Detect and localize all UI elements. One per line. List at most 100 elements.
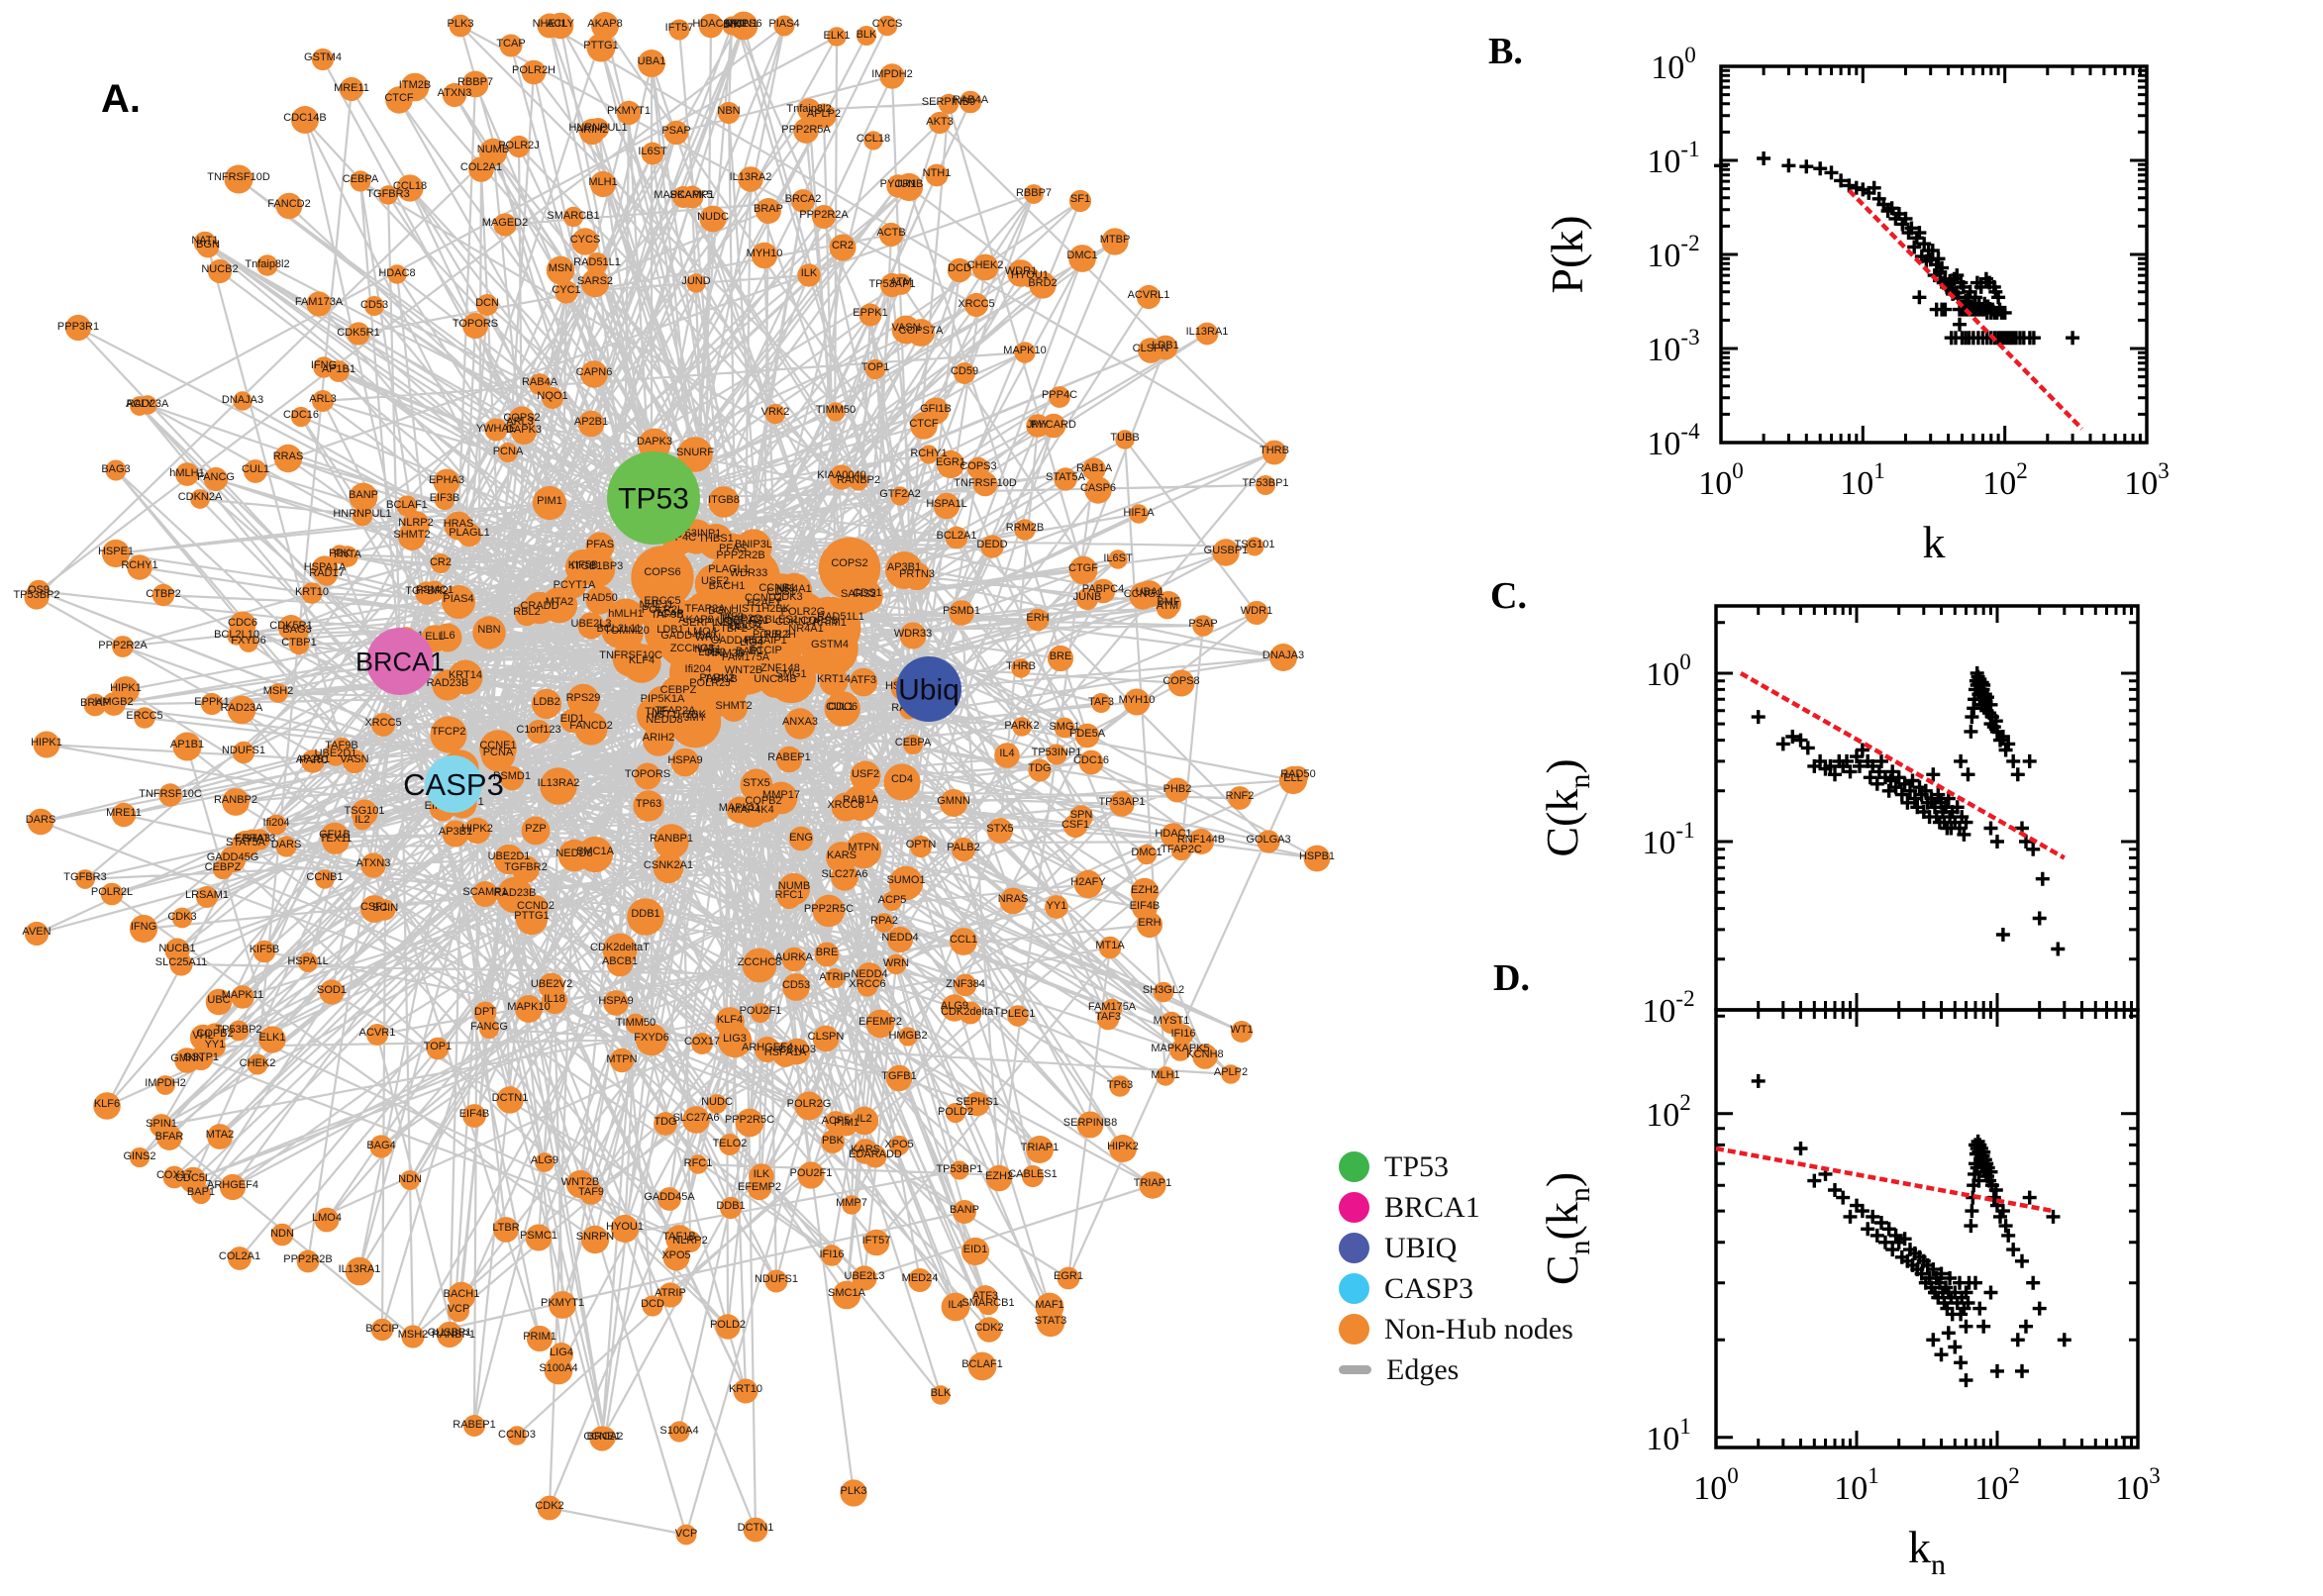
network-node-label: CDK2deltaT [590,942,650,953]
network-node-label: BAG3 [282,624,311,636]
network-node-label: WDR33 [730,567,768,579]
network-node-label: MAGED2 [482,217,528,229]
network-node-label: S100A4 [659,1425,698,1437]
network-node-label: TAF9 [718,611,744,623]
network-node [322,827,350,854]
network-node-label: PPP4C [1042,389,1077,401]
network-node [224,164,253,194]
network-node [152,583,175,607]
network-node-label: BCLAF1 [961,1358,1003,1370]
network-node-label: HIST1H2BK [731,603,791,615]
network-node [328,360,350,382]
network-node [449,14,472,38]
network-node [843,785,878,821]
panel-c-letter: C. [1490,575,1527,617]
network-node-label: TCAP [496,38,525,50]
network-node-label: CR2 [430,556,452,568]
network-node-label: MLH1 [1151,1069,1179,1081]
network-node [207,258,233,284]
network-node [493,213,517,237]
network-node-label: Ifi204 [685,663,712,675]
network-node-label: GSTM4 [811,639,849,650]
y-axis-label: Cn(kn) [1537,1172,1596,1285]
network-node [268,683,288,703]
hub-brca1 [366,628,434,695]
network-node [566,683,600,717]
legend-item-casp3: CASP3 [1339,1268,1576,1309]
network-node [577,612,605,640]
network-node-label: TP53BP2 [215,1024,261,1036]
network-node-label: COPS2 [831,557,867,569]
network-node-label: MMP17 [762,789,800,801]
network-node-label: RRM2B [1006,522,1045,534]
network-node [601,613,637,648]
network-node-label: RFC1 [775,889,804,901]
network-hubs: TP53 BRCA1 Ubiq CASP3 [355,451,961,813]
network-node [1139,1171,1166,1199]
network-node-label: SUMO1 [886,874,925,886]
network-node [205,988,233,1016]
network-node [971,253,999,281]
network-node-label: ERCC5 [644,595,680,607]
network-node-label: KARS [851,1144,880,1155]
network-node-label: ZNF148 [760,662,800,674]
network-node-label: TDG [1028,762,1051,774]
network-node [578,118,606,146]
network-node-label: SEPHS1 [956,1096,998,1108]
network-node-label: CSF1 [1061,819,1089,831]
network-node-label: PSAP [1188,618,1217,630]
network-node-label: APLP2 [807,108,841,120]
network-node [657,1187,681,1211]
network-node [1078,749,1104,775]
network-node-label: CCND2 [517,900,555,912]
network-node [864,358,886,380]
network-node-label: NLRP2 [398,517,433,529]
network-node [874,913,894,933]
network-node-label: FXYD6 [231,635,265,647]
network-node-label: STAT3 [244,833,276,845]
network-node-label: CDKN2A [178,491,223,503]
network-node [129,1147,151,1168]
network-node [256,254,278,276]
network-node [499,34,523,57]
network-node [653,852,684,884]
network-node-label: HIPK2 [461,823,493,835]
network-node [641,142,664,165]
network-node [594,1427,616,1448]
network-node-label: TGFBR2 [504,861,547,873]
panel-a-network: TP53INP1 P53AIP1 TFAP2C TFAP2A KLF4 PLAGL1 TCA… [13,11,1335,1546]
network-node-label: CDC5L [175,1172,211,1184]
network-node-label: SERPINB9 [922,96,975,108]
network-node-label: WT1 [1230,1024,1253,1036]
network-node-label: NUCB1 [158,943,195,954]
network-node-label: TOPORS [625,768,670,780]
network-node [134,707,155,729]
network-node-label: LDB2 [533,696,560,708]
network-node [825,1111,847,1133]
network-node [954,362,975,384]
network-node-label: HRAS [444,518,474,530]
network-node-label: PPP2R2A [98,640,148,651]
network-node-label: DDB1 [716,1200,745,1212]
network-node [616,100,642,126]
network-node [571,228,599,255]
network-node-label: CDK5R1 [269,620,312,632]
network-node-label: PYCARD [1031,419,1076,431]
network-node [360,895,388,923]
network-node-label: KIF5B [568,559,599,571]
legend-label: TP53 [1384,1149,1450,1183]
network-node-label: TGFBR3 [366,188,409,200]
network-node-label: WNT2B [725,664,763,676]
network-node-label: GADD45G [207,851,259,863]
network-node-label: PKMYT1 [607,105,651,117]
panel-b-letter: B. [1488,31,1523,72]
network-node [296,1249,320,1273]
network-node-label: MTA2 [546,596,574,608]
network-node [879,63,905,89]
network-node-label: ATRIP [655,1287,686,1299]
network-node-label: ARHGEF4 [742,1042,793,1053]
network-node-label: GFI1B [920,403,952,415]
axis-ticks [1714,1010,2140,1447]
network-node-label: UBE2V2 [531,978,572,990]
network-node [1109,791,1135,817]
